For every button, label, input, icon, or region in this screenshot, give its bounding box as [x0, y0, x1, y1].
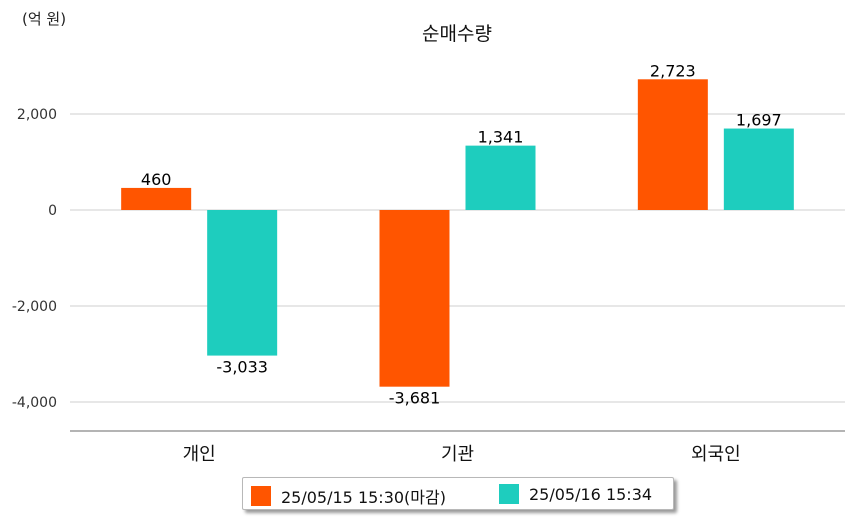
chart-legend: 25/05/15 15:30(마감) 25/05/16 15:34	[242, 477, 674, 510]
data-label: 1,341	[478, 128, 524, 147]
data-label: 460	[141, 170, 172, 189]
legend-item-series-2[interactable]: 25/05/16 15:34	[499, 484, 652, 504]
legend-swatch-series-1	[251, 486, 271, 506]
x-tick-label: 기관	[441, 444, 474, 465]
x-tick-label: 외국인	[691, 444, 741, 465]
data-label: 1,697	[736, 111, 782, 130]
y-tick-label: -2,000	[12, 299, 57, 315]
bar	[723, 128, 794, 210]
y-tick-label: -4,000	[12, 395, 57, 411]
legend-item-series-1[interactable]: 25/05/15 15:30(마감)	[251, 484, 446, 508]
legend-swatch-series-2	[499, 484, 519, 504]
data-label: -3,681	[389, 389, 441, 408]
chart-title: 순매수량	[422, 23, 492, 45]
legend-label-series-1: 25/05/15 15:30(마감)	[281, 488, 446, 507]
bar	[637, 79, 708, 211]
y-tick-label: 2,000	[17, 107, 57, 123]
bar	[465, 145, 536, 210]
bar	[121, 187, 192, 210]
bar	[379, 210, 450, 387]
legend-label-series-2: 25/05/16 15:34	[529, 484, 653, 504]
y-tick-label: 0	[48, 203, 57, 219]
x-tick-label: 개인	[183, 444, 216, 465]
data-label: -3,033	[216, 358, 268, 377]
unit-label: (억 원)	[22, 10, 67, 28]
data-label: 2,723	[650, 61, 696, 80]
bar	[207, 210, 278, 356]
